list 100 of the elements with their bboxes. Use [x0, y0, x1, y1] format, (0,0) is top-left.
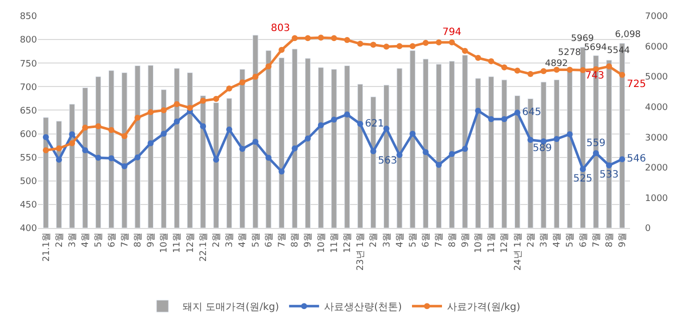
point — [108, 155, 114, 162]
point — [410, 43, 416, 50]
point — [410, 130, 416, 137]
point — [488, 58, 494, 64]
y-tick-label: 650 — [20, 106, 38, 116]
point — [252, 138, 258, 145]
bar — [514, 95, 520, 228]
data-label: 589 — [532, 143, 552, 154]
bar — [122, 72, 128, 228]
point — [304, 35, 311, 42]
point — [174, 101, 180, 108]
x-tick-label: 3월 — [382, 232, 392, 248]
bar — [226, 98, 232, 228]
point — [501, 64, 508, 70]
data-label: 559 — [586, 138, 606, 149]
bar — [331, 69, 337, 228]
point — [278, 46, 285, 53]
point — [200, 123, 206, 130]
point — [42, 147, 49, 154]
legend-label: 돼지 도매가격(원/kg) — [182, 302, 280, 313]
x-tick-label: 2월 — [526, 232, 536, 248]
point — [436, 162, 442, 168]
bar — [396, 68, 402, 228]
point — [226, 86, 232, 92]
y-tick-label: 400 — [20, 224, 38, 234]
point — [344, 111, 350, 118]
bar — [422, 58, 429, 228]
x-tick-label: 3월 — [539, 232, 550, 248]
data-label: 794 — [442, 27, 462, 38]
y-tick-label: 450 — [20, 200, 38, 211]
x-tick-label: 10월 — [160, 232, 170, 254]
x-tick-label: 8월 — [133, 232, 144, 248]
data-label: 563 — [378, 155, 398, 166]
bar — [134, 65, 140, 228]
point — [304, 135, 311, 142]
bar — [108, 70, 114, 228]
data-label: 5278 — [558, 48, 582, 58]
bar — [501, 80, 508, 228]
point — [292, 35, 298, 42]
point — [396, 152, 402, 158]
point — [554, 66, 560, 73]
x-tick-label: 11월 — [487, 232, 498, 254]
data-label: 5544 — [607, 46, 630, 56]
point — [540, 68, 547, 74]
y-tick-label: 850 — [20, 12, 38, 22]
point — [475, 108, 482, 114]
point — [56, 156, 62, 163]
point — [213, 96, 220, 102]
point — [160, 130, 167, 137]
data-label: 546 — [626, 154, 646, 165]
point — [69, 131, 76, 138]
x-tick-label: 10월 — [316, 232, 327, 254]
point — [82, 147, 88, 154]
data-label: 743 — [585, 70, 604, 82]
bar — [436, 64, 442, 228]
bar — [160, 89, 167, 228]
point — [95, 123, 102, 130]
legend-label: 사료생산량(천톤) — [324, 302, 402, 313]
bar — [174, 68, 180, 228]
point — [488, 116, 494, 122]
point — [554, 136, 560, 142]
point — [396, 43, 402, 50]
x-tick-label: 21.1월 — [42, 232, 52, 262]
data-label: 525 — [573, 173, 592, 184]
point — [226, 126, 232, 133]
bar — [200, 95, 206, 228]
x-tick-label: 9월 — [146, 232, 157, 248]
point — [134, 114, 141, 121]
x-tick-label: 7월 — [592, 232, 602, 248]
point — [422, 40, 429, 46]
point — [475, 54, 482, 61]
bar — [304, 58, 311, 228]
x-tick-label: 22.1월 — [198, 232, 209, 262]
point — [357, 40, 364, 47]
data-label: 4892 — [545, 59, 568, 69]
y-tick-label: 700 — [20, 82, 38, 93]
x-tick-label: 12월 — [500, 232, 510, 254]
x-tick-label: 11월 — [330, 232, 340, 254]
point — [580, 166, 586, 172]
point — [292, 145, 298, 152]
point — [239, 146, 246, 152]
x-tick-label: 8월 — [448, 232, 458, 248]
point — [580, 67, 586, 74]
point — [318, 122, 324, 128]
point — [566, 131, 573, 138]
x-tick-label: 5월 — [251, 232, 262, 248]
bar — [82, 88, 88, 228]
point — [95, 154, 102, 161]
x-tick-label: 4월 — [395, 232, 406, 248]
x-tick-label: 7월 — [434, 232, 445, 248]
y-tick-label: 800 — [20, 36, 38, 46]
point — [383, 126, 390, 132]
x-tick-label: 5월 — [94, 232, 104, 248]
x-tick-label: 2월 — [54, 232, 65, 248]
x-tick-label: 6월 — [264, 232, 274, 248]
point — [436, 39, 442, 46]
bar — [239, 69, 246, 228]
bar — [187, 72, 193, 228]
bar — [344, 65, 350, 228]
data-label: 645 — [522, 107, 542, 118]
